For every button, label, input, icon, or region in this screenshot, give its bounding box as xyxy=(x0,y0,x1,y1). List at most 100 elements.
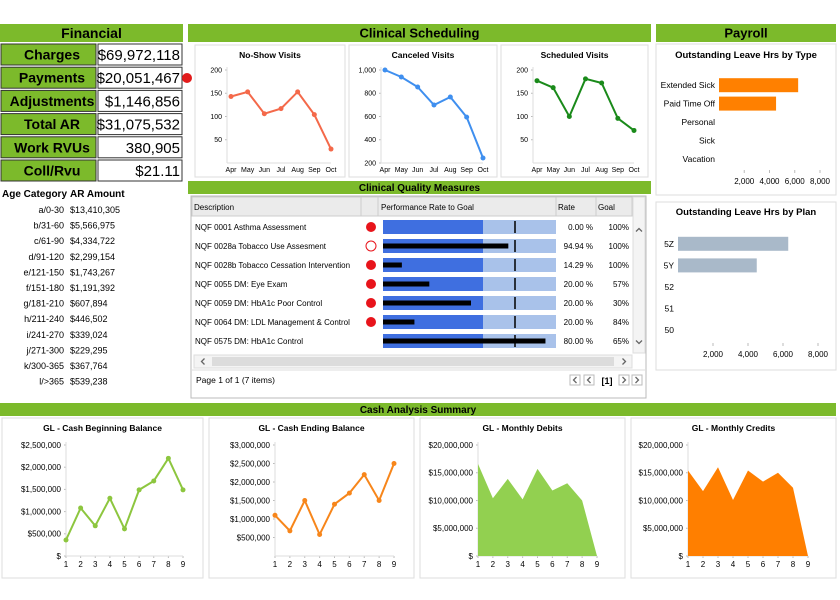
age-category: g/181-210 xyxy=(23,299,64,309)
point xyxy=(272,512,278,518)
y-tick-label: 600 xyxy=(364,114,376,121)
x-tick-label: 2 xyxy=(491,560,496,569)
y-tick-label: Vacation xyxy=(683,154,716,164)
scroll-arrow[interactable] xyxy=(635,227,643,232)
y-tick-label: $10,000,000 xyxy=(429,496,474,505)
measure-description: NQF 0028a Tobacco Use Assesment xyxy=(195,242,327,251)
x-tick-label: 2 xyxy=(288,560,293,569)
point xyxy=(398,74,404,80)
pager-info: Page 1 of 1 (7 items) xyxy=(196,375,275,385)
area xyxy=(478,463,597,556)
pager-button xyxy=(569,374,581,386)
metric-value: $69,972,118 xyxy=(98,47,180,64)
y-tick-label: 5Z xyxy=(664,239,674,249)
y-tick-label: 400 xyxy=(364,137,376,144)
ar-amount: $446,502 xyxy=(70,314,108,324)
y-tick-label: Paid Time Off xyxy=(664,99,716,109)
point xyxy=(63,537,69,543)
scroll-arrow[interactable] xyxy=(635,340,643,345)
x-tick-label: Apr xyxy=(532,167,544,174)
ar-amount: $13,410,305 xyxy=(70,205,120,215)
age-category: i/241-270 xyxy=(26,330,64,340)
point xyxy=(431,102,437,108)
x-tick-label: Jun xyxy=(564,167,575,174)
goal: 57% xyxy=(613,280,629,289)
pager-arrow[interactable] xyxy=(572,376,577,384)
y-tick-label: 50 xyxy=(214,137,222,144)
y-tick-label: $5,000,000 xyxy=(643,524,684,533)
status-indicator xyxy=(366,298,376,308)
pager-button xyxy=(618,374,630,386)
chart-title: GL - Cash Beginning Balance xyxy=(43,423,162,433)
y-tick-label: $20,000,000 xyxy=(639,441,684,450)
x-tick-label: 8 xyxy=(377,560,382,569)
x-tick-label: Jul xyxy=(430,167,439,174)
pager-arrow[interactable] xyxy=(586,376,591,384)
point xyxy=(180,487,186,493)
rate: 20.00 % xyxy=(564,318,593,327)
chart-title: No-Show Visits xyxy=(239,50,301,60)
point xyxy=(566,114,572,119)
y-tick-label: 200 xyxy=(516,67,528,74)
metric-value-box xyxy=(97,89,183,112)
x-tick-label: 7 xyxy=(362,560,367,569)
point xyxy=(376,498,382,503)
status-indicator xyxy=(366,260,376,270)
area xyxy=(688,467,808,556)
metric-label-box xyxy=(0,136,97,159)
point xyxy=(302,498,308,503)
x-tick-label: 5 xyxy=(122,560,127,569)
age-category: l/>365 xyxy=(39,377,64,387)
ar-amount: $367,764 xyxy=(70,361,108,371)
status-indicator xyxy=(366,317,376,327)
scroll-arrow[interactable] xyxy=(200,358,205,365)
point xyxy=(107,495,113,501)
point xyxy=(317,532,323,538)
bar xyxy=(678,258,757,273)
chart-panel xyxy=(655,201,837,371)
ar-amount: $2,299,154 xyxy=(70,252,115,262)
pager-arrow[interactable] xyxy=(622,376,627,384)
column-header: Rate xyxy=(558,203,575,212)
bullet-band xyxy=(383,220,483,234)
status-indicator xyxy=(366,279,376,289)
metric-label-box xyxy=(0,113,97,136)
rate: 80.00 % xyxy=(564,337,593,346)
section-title: Payroll xyxy=(724,26,767,41)
y-tick-label: Personal xyxy=(681,117,715,127)
metric-label: Total AR xyxy=(24,116,80,132)
x-tick-label: 2,000 xyxy=(703,350,724,359)
bullet-band xyxy=(483,315,556,329)
column-header: Performance Rate to Goal xyxy=(381,203,474,212)
x-tick-label: 3 xyxy=(303,560,308,569)
chart-panel xyxy=(1,417,204,579)
pager-button xyxy=(631,374,643,386)
chart-title: Outstanding Leave Hrs by Type xyxy=(675,50,817,61)
x-tick-label: 2 xyxy=(701,560,706,569)
scroll-arrow[interactable] xyxy=(622,358,627,365)
pager-arrow[interactable] xyxy=(635,376,640,384)
x-tick-label: 4 xyxy=(317,560,322,569)
x-tick-label: Oct xyxy=(629,167,640,174)
ar-amount: $339,024 xyxy=(70,330,108,340)
x-tick-label: 3 xyxy=(93,560,98,569)
y-tick-label: $500,000 xyxy=(28,530,62,539)
metric-value-box xyxy=(97,136,183,159)
rate: 20.00 % xyxy=(564,299,593,308)
bullet-band xyxy=(383,315,483,329)
measure-description: NQF 0059 DM: HbA1c Poor Control xyxy=(195,299,322,308)
x-tick-label: Apr xyxy=(226,167,238,174)
age-category: b/31-60 xyxy=(33,221,64,231)
ar-amount: $229,295 xyxy=(70,345,108,355)
x-tick-label: 3 xyxy=(716,560,721,569)
y-tick-label: $2,000,000 xyxy=(21,463,62,472)
point xyxy=(287,528,293,534)
chart-title: GL - Cash Ending Balance xyxy=(258,423,364,433)
x-tick-label: Jun xyxy=(412,167,423,174)
age-category: d/91-120 xyxy=(28,252,64,262)
point xyxy=(480,155,486,161)
point xyxy=(332,501,337,507)
measure-description: NQF 0028b Tobacco Cessation Intervention xyxy=(195,261,350,270)
x-tick-label: 9 xyxy=(181,560,186,569)
